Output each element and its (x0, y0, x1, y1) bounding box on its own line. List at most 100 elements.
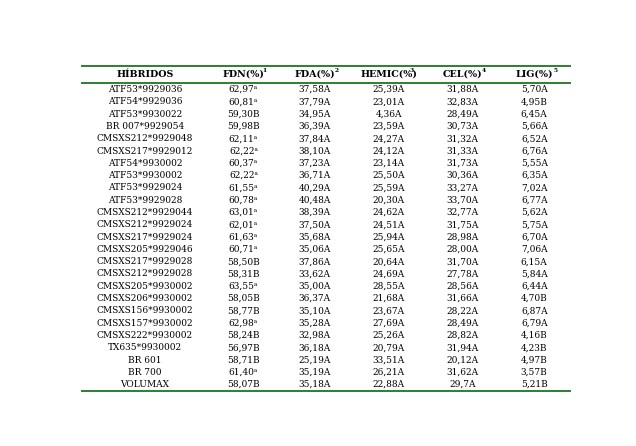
Text: 2: 2 (335, 68, 338, 73)
Text: 5: 5 (553, 68, 558, 73)
Text: 30,36A: 30,36A (446, 171, 479, 180)
Text: 33,27A: 33,27A (446, 183, 479, 192)
Text: 31,66A: 31,66A (446, 294, 479, 303)
Text: 31,70A: 31,70A (446, 257, 479, 266)
Text: 3,57B: 3,57B (521, 368, 548, 377)
Text: 62,22ᵃ: 62,22ᵃ (229, 147, 258, 156)
Text: 4,97B: 4,97B (521, 355, 548, 364)
Text: 28,49A: 28,49A (446, 110, 479, 119)
Text: 25,65A: 25,65A (373, 245, 405, 254)
Text: 20,12A: 20,12A (446, 355, 479, 364)
Text: 37,50A: 37,50A (299, 220, 331, 229)
Text: 25,39A: 25,39A (373, 85, 405, 94)
Text: 62,01ᵃ: 62,01ᵃ (229, 220, 258, 229)
Text: 63,55ᵃ: 63,55ᵃ (228, 282, 258, 291)
Text: 37,86A: 37,86A (299, 257, 331, 266)
Text: 61,40ᵃ: 61,40ᵃ (229, 368, 258, 377)
Text: 36,37A: 36,37A (299, 294, 331, 303)
Text: 56,97B: 56,97B (227, 343, 259, 352)
Text: 58,05B: 58,05B (227, 294, 259, 303)
Text: 31,62A: 31,62A (446, 368, 479, 377)
Text: 62,11ᵃ: 62,11ᵃ (229, 134, 258, 143)
Text: 36,18A: 36,18A (299, 343, 331, 352)
Text: 58,50B: 58,50B (227, 257, 259, 266)
Text: 37,23A: 37,23A (299, 159, 331, 168)
Text: ATF53*9929028: ATF53*9929028 (107, 196, 182, 205)
Text: CMSXS212*9929048: CMSXS212*9929048 (97, 134, 193, 143)
Text: ATF53*9930022: ATF53*9930022 (107, 110, 182, 119)
Text: 36,71A: 36,71A (299, 171, 331, 180)
Text: 60,78ᵃ: 60,78ᵃ (229, 196, 258, 205)
Text: 38,39A: 38,39A (299, 208, 331, 217)
Text: HÍBRIDOS: HÍBRIDOS (116, 70, 174, 79)
Text: CMSXS157*9930002: CMSXS157*9930002 (97, 318, 193, 328)
Text: 60,71ᵃ: 60,71ᵃ (229, 245, 258, 254)
Text: 58,24B: 58,24B (227, 331, 259, 340)
Text: 4,23B: 4,23B (521, 343, 548, 352)
Text: 7,06A: 7,06A (521, 245, 548, 254)
Text: 62,98ᵃ: 62,98ᵃ (229, 318, 258, 328)
Text: FDN(%): FDN(%) (223, 70, 265, 79)
Text: CMSXS217*9929024: CMSXS217*9929024 (97, 233, 193, 242)
Text: 60,37ᵃ: 60,37ᵃ (229, 159, 258, 168)
Text: 4,16B: 4,16B (521, 331, 548, 340)
Text: 35,00A: 35,00A (299, 282, 331, 291)
Text: 35,10A: 35,10A (299, 306, 331, 315)
Text: 6,45A: 6,45A (521, 110, 548, 119)
Text: LIG(%): LIG(%) (515, 70, 553, 79)
Text: CEL(%): CEL(%) (443, 70, 483, 79)
Text: CMSXS212*9929024: CMSXS212*9929024 (97, 220, 193, 229)
Text: 28,00A: 28,00A (446, 245, 479, 254)
Text: 6,70A: 6,70A (521, 233, 548, 242)
Text: TX635*9930002: TX635*9930002 (107, 343, 182, 352)
Text: VOLUMAX: VOLUMAX (120, 380, 169, 389)
Text: 40,29A: 40,29A (299, 183, 331, 192)
Text: 25,59A: 25,59A (373, 183, 405, 192)
Text: 4: 4 (482, 68, 487, 73)
Text: ATF53*9930002: ATF53*9930002 (107, 171, 182, 180)
Text: 35,68A: 35,68A (299, 233, 331, 242)
Text: 27,78A: 27,78A (446, 269, 479, 278)
Text: BR 601: BR 601 (128, 355, 162, 364)
Text: 3: 3 (410, 68, 414, 73)
Text: 27,69A: 27,69A (373, 318, 405, 328)
Text: 24,27A: 24,27A (373, 134, 405, 143)
Text: BR 007*9929054: BR 007*9929054 (106, 122, 184, 131)
Text: 6,35A: 6,35A (521, 171, 548, 180)
Text: 26,21A: 26,21A (373, 368, 405, 377)
Text: 59,30B: 59,30B (227, 110, 259, 119)
Text: 6,52A: 6,52A (521, 134, 548, 143)
Text: 28,49A: 28,49A (446, 318, 479, 328)
Text: 4,36A: 4,36A (375, 110, 402, 119)
Text: 38,10A: 38,10A (299, 147, 331, 156)
Text: 32,77A: 32,77A (446, 208, 479, 217)
Text: BR 700: BR 700 (128, 368, 162, 377)
Text: 6,87A: 6,87A (521, 306, 548, 315)
Text: 4,95B: 4,95B (521, 97, 548, 106)
Text: 32,83A: 32,83A (446, 97, 479, 106)
Text: 25,50A: 25,50A (373, 171, 405, 180)
Text: 24,69A: 24,69A (373, 269, 405, 278)
Text: 63,01ᵃ: 63,01ᵃ (229, 208, 258, 217)
Text: 32,98A: 32,98A (299, 331, 331, 340)
Text: 35,28A: 35,28A (299, 318, 331, 328)
Text: 34,95A: 34,95A (299, 110, 331, 119)
Text: CMSXS217*9929012: CMSXS217*9929012 (97, 147, 193, 156)
Text: 31,73A: 31,73A (446, 159, 479, 168)
Text: 6,77A: 6,77A (521, 196, 548, 205)
Text: 5,75A: 5,75A (521, 220, 548, 229)
Text: ATF54*9929036: ATF54*9929036 (107, 97, 182, 106)
Text: 5,55A: 5,55A (521, 159, 548, 168)
Text: 23,01A: 23,01A (373, 97, 405, 106)
Text: 58,07B: 58,07B (227, 380, 259, 389)
Text: 29,7A: 29,7A (450, 380, 476, 389)
Text: 20,30A: 20,30A (373, 196, 405, 205)
Text: CMSXS222*9930002: CMSXS222*9930002 (97, 331, 193, 340)
Text: 31,88A: 31,88A (446, 85, 479, 94)
Text: CMSXS212*9929044: CMSXS212*9929044 (97, 208, 193, 217)
Text: CMSXS217*9929028: CMSXS217*9929028 (97, 257, 193, 266)
Text: 24,51A: 24,51A (373, 220, 405, 229)
Text: 6,79A: 6,79A (521, 318, 548, 328)
Text: 7,02A: 7,02A (521, 183, 548, 192)
Text: ATF53*9929036: ATF53*9929036 (107, 85, 182, 94)
